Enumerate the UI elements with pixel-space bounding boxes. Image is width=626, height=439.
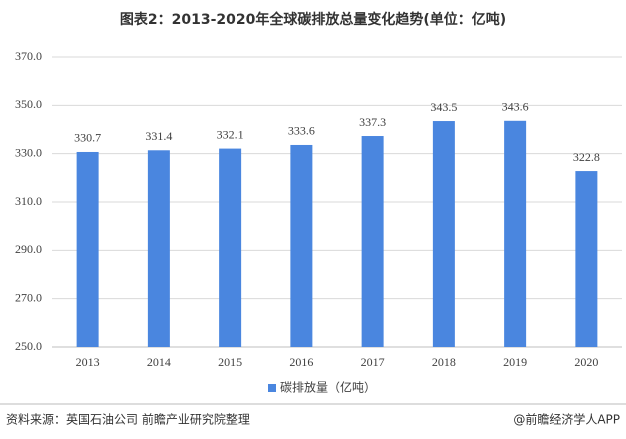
y-tick-label: 270.0 xyxy=(15,290,42,304)
legend-swatch xyxy=(268,384,276,392)
y-tick-label: 310.0 xyxy=(15,194,42,208)
y-tick-label: 350.0 xyxy=(15,97,42,111)
chart-title: 图表2：2013-2020年全球碳排放总量变化趋势(单位：亿吨) xyxy=(120,11,506,28)
bar xyxy=(147,150,170,347)
bar xyxy=(575,171,598,347)
legend-label: 碳排放量（亿吨） xyxy=(280,380,376,395)
y-tick-label: 370.0 xyxy=(15,49,42,63)
bar xyxy=(76,151,99,347)
data-label: 333.6 xyxy=(288,124,315,138)
data-label: 331.4 xyxy=(145,129,172,143)
x-tick-label: 2014 xyxy=(147,355,171,369)
x-tick-label: 2017 xyxy=(361,355,385,369)
bar xyxy=(432,121,455,348)
x-tick-label: 2015 xyxy=(218,355,242,369)
x-tick-label: 2019 xyxy=(503,355,527,369)
credit: @前瞻经济学人APP xyxy=(513,412,620,427)
data-label: 322.8 xyxy=(573,150,600,164)
bar xyxy=(504,120,527,347)
x-tick-label: 2020 xyxy=(574,355,598,369)
y-tick-label: 290.0 xyxy=(15,242,42,256)
data-label: 332.1 xyxy=(217,127,244,141)
x-tick-label: 2018 xyxy=(432,355,456,369)
source-note: 资料来源：英国石油公司 前瞻产业研究院整理 xyxy=(6,412,250,427)
bar xyxy=(219,148,242,347)
y-tick-label: 250.0 xyxy=(15,339,42,353)
bar xyxy=(290,144,313,347)
data-label: 337.3 xyxy=(359,115,386,129)
bar xyxy=(361,136,384,347)
x-tick-label: 2013 xyxy=(76,355,100,369)
y-tick-label: 330.0 xyxy=(15,145,42,159)
data-label: 343.5 xyxy=(430,100,457,114)
x-tick-label: 2016 xyxy=(289,355,313,369)
data-label: 330.7 xyxy=(74,131,101,145)
data-label: 343.6 xyxy=(502,100,529,114)
